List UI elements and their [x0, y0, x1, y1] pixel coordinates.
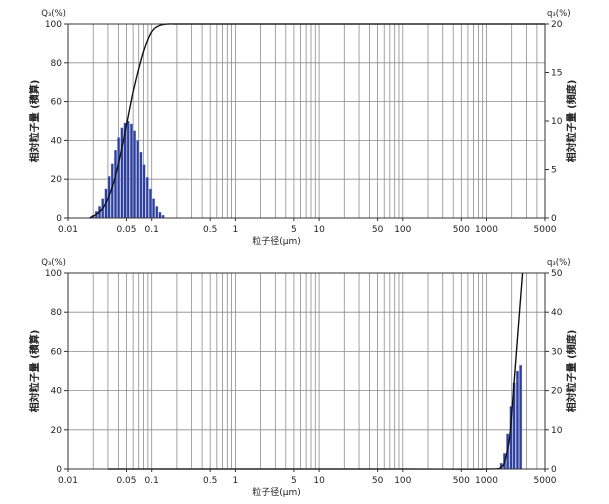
frequency-bar	[158, 212, 162, 219]
y-left-tick-label: 0	[56, 214, 62, 224]
frequency-bar	[133, 130, 136, 219]
y-left-axis-label: 相対粒子量 (積算)	[28, 80, 41, 163]
y-left-tick-label: 100	[45, 269, 62, 279]
y-right-tick-label: 10	[551, 426, 563, 436]
frequency-bar	[152, 198, 156, 219]
x-tick-label: 50	[372, 225, 384, 235]
x-tick-label: 10	[313, 476, 325, 486]
x-tick-label: 5	[291, 225, 297, 235]
x-tick-label: 500	[453, 225, 470, 235]
x-tick-label: 100	[394, 225, 411, 235]
frequency-bar	[139, 151, 143, 219]
y-left-axis-label: 相対粒子量 (積算)	[28, 330, 41, 413]
x-tick-label: 5000	[534, 476, 557, 486]
frequency-bar	[145, 177, 149, 219]
y-left-unit: Q₃(%)	[41, 9, 66, 19]
frequency-bar	[126, 120, 130, 219]
y-right-tick-label: 30	[551, 347, 563, 357]
x-tick-label: 0.1	[145, 225, 159, 235]
x-axis-label: 粒子径(μm)	[252, 235, 301, 247]
frequency-bar	[136, 140, 140, 219]
y-right-tick-label: 5	[551, 166, 557, 176]
y-right-tick-label: 0	[551, 465, 557, 475]
frequency-bar	[114, 149, 117, 219]
frequency-bar	[515, 370, 519, 470]
y-right-axis-label: 相対粒子量 (頻度)	[565, 330, 578, 413]
y-left-tick-label: 60	[51, 98, 63, 108]
frequency-bar	[149, 188, 152, 219]
y-right-tick-label: 20	[551, 387, 563, 397]
x-tick-label: 5	[291, 476, 297, 486]
plot-frame	[67, 272, 546, 470]
x-tick-label: 0.01	[58, 476, 78, 486]
y-right-tick-label: 20	[551, 20, 563, 30]
y-left-unit: Q₃(%)	[41, 258, 66, 268]
x-tick-label: 0.05	[116, 476, 136, 486]
x-tick-label: 0.1	[145, 476, 159, 486]
x-tick-label: 10	[313, 225, 325, 235]
frequency-bar	[519, 364, 523, 470]
x-tick-label: 1000	[475, 476, 498, 486]
frequency-bar	[129, 123, 133, 219]
x-tick-label: 0.01	[58, 225, 78, 235]
y-right-tick-label: 15	[551, 69, 562, 79]
x-tick-label: 1	[233, 225, 239, 235]
x-tick-label: 5000	[534, 225, 557, 235]
y-left-tick-label: 20	[51, 175, 63, 185]
x-tick-label: 500	[453, 476, 470, 486]
cumulative-curve	[89, 23, 545, 219]
y-right-tick-label: 50	[551, 269, 563, 279]
x-tick-label: 0.05	[116, 225, 136, 235]
x-tick-label: 50	[372, 476, 384, 486]
y-left-tick-label: 80	[51, 59, 63, 69]
frequency-bar	[142, 164, 146, 219]
x-tick-label: 100	[394, 476, 411, 486]
x-tick-label: 0.5	[203, 225, 217, 235]
y-right-axis-label: 相対粒子量 (頻度)	[565, 80, 578, 163]
y-left-tick-label: 40	[51, 387, 63, 397]
frequency-bar	[117, 137, 121, 219]
y-right-tick-label: 0	[551, 214, 557, 224]
y-right-tick-label: 10	[551, 117, 563, 127]
frequency-bar	[155, 206, 159, 219]
y-left-tick-label: 60	[51, 347, 63, 357]
y-right-unit: q₃(%)	[547, 258, 571, 268]
y-right-tick-label: 40	[551, 308, 563, 318]
y-left-tick-label: 80	[51, 308, 63, 318]
x-tick-label: 0.5	[203, 476, 217, 486]
y-left-tick-label: 0	[56, 465, 62, 475]
y-left-tick-label: 100	[45, 20, 62, 30]
y-right-unit: q₃(%)	[547, 9, 571, 19]
x-tick-label: 1	[233, 476, 239, 486]
y-left-tick-label: 40	[51, 136, 63, 146]
x-tick-label: 1000	[475, 225, 498, 235]
x-axis-label: 粒子径(μm)	[252, 486, 301, 498]
y-left-tick-label: 20	[51, 426, 63, 436]
